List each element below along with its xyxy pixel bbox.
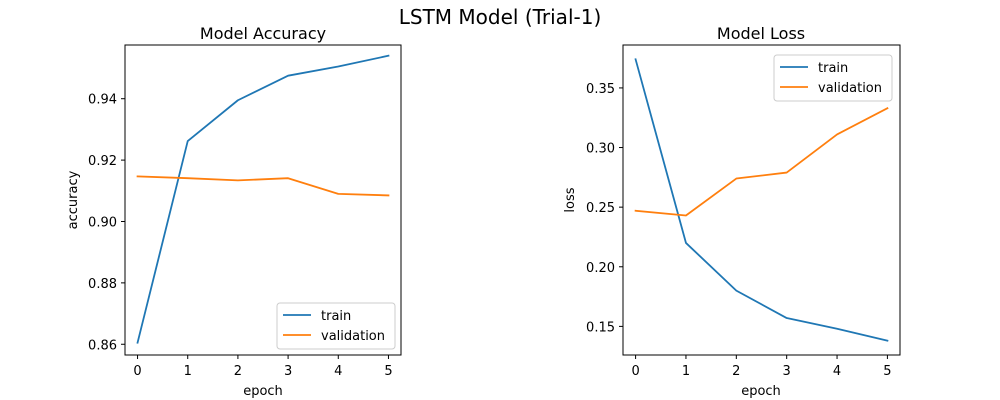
accuracy-plot-frame: [124, 44, 402, 356]
accuracy-legend-train-label: train: [321, 309, 351, 324]
loss-x-tick-label: 3: [783, 364, 791, 379]
accuracy-series-train-line: [136, 54, 390, 344]
loss-x-tick-label: 5: [883, 364, 891, 379]
accuracy-chart-marks: 0 1 2 3 4 5 0.86 0.88 0.90 0.92 0.94: [88, 54, 393, 379]
accuracy-legend-validation-label: validation: [321, 329, 385, 344]
loss-y-tick-label: 0.30: [586, 142, 615, 157]
accuracy-x-tick-label: 4: [334, 364, 342, 379]
loss-legend: train validation: [773, 54, 893, 102]
accuracy-x-tick-label: 1: [184, 364, 192, 379]
accuracy-y-tick-label: 0.92: [88, 154, 117, 169]
accuracy-y-tick-label: 0.94: [88, 93, 117, 108]
loss-chart: Model Loss 0 1 2 3 4 5 0.15 0.20 0.25 0.30 0.35 ep…: [563, 24, 901, 399]
accuracy-legend: train validation: [276, 302, 396, 350]
loss-y-tick-label: 0.20: [586, 261, 615, 276]
figure-title: LSTM Model (Trial-1): [399, 5, 602, 29]
accuracy-y-tick-label: 0.90: [88, 215, 117, 230]
accuracy-x-tick-label: 3: [284, 364, 292, 379]
accuracy-chart-title: Model Accuracy: [200, 24, 326, 43]
loss-chart-title: Model Loss: [717, 24, 805, 43]
accuracy-y-tick-label: 0.86: [88, 338, 117, 353]
loss-plot-frame: [622, 44, 901, 356]
loss-x-tick-label: 0: [631, 364, 639, 379]
loss-x-tick-label: 4: [833, 364, 841, 379]
loss-legend-validation-label: validation: [818, 81, 882, 96]
loss-x-tick-label: 2: [732, 364, 740, 379]
loss-x-axis-label: epoch: [741, 384, 781, 399]
loss-y-tick-label: 0.25: [586, 201, 615, 216]
loss-chart-marks: 0 1 2 3 4 5 0.15 0.20 0.25 0.30 0.35: [586, 58, 892, 379]
loss-series-validation-line: [634, 106, 889, 217]
loss-y-tick-label: 0.35: [586, 82, 615, 97]
accuracy-y-axis-label: accuracy: [66, 170, 81, 229]
accuracy-x-tick-label: 0: [133, 364, 141, 379]
loss-y-axis-label: loss: [563, 187, 578, 212]
loss-legend-train-label: train: [818, 61, 848, 76]
accuracy-x-tick-label: 2: [234, 364, 242, 379]
accuracy-x-axis-label: epoch: [243, 384, 283, 399]
loss-series-train-line: [634, 58, 889, 342]
accuracy-x-tick-label: 5: [384, 364, 392, 379]
loss-x-tick-label: 1: [682, 364, 690, 379]
accuracy-y-tick-label: 0.88: [88, 277, 117, 292]
loss-y-tick-label: 0.15: [586, 320, 615, 335]
accuracy-series-validation-line: [136, 175, 390, 197]
accuracy-chart: Model Accuracy 0 1 2 3 4 5 0.86 0.88 0.90 0.92 0.9…: [66, 24, 402, 399]
